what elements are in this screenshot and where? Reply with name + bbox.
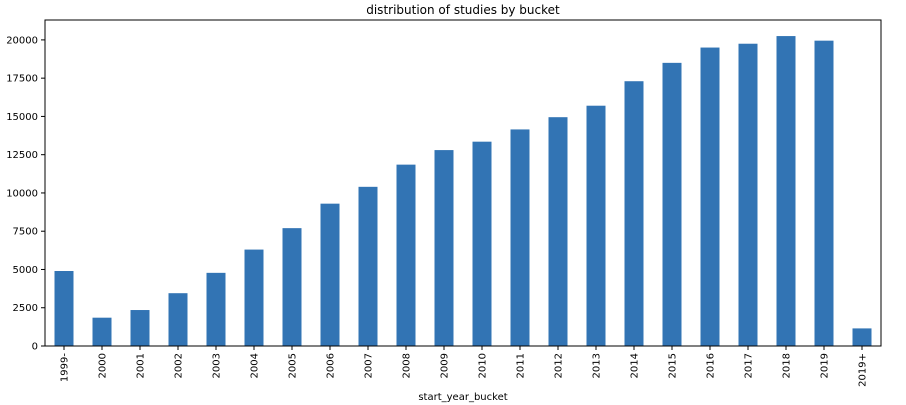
y-tick-label: 12500 — [6, 150, 38, 161]
x-tick-label: 2013 — [592, 353, 603, 378]
bar-2013 — [586, 105, 606, 346]
x-tick-label: 2007 — [364, 353, 375, 378]
x-tick-label: 2010 — [478, 353, 489, 378]
bar-2007 — [358, 186, 378, 346]
x-tick-label: 2017 — [744, 353, 755, 378]
y-tick-label: 2500 — [13, 303, 38, 314]
y-tick-label: 17500 — [6, 74, 38, 85]
bar-2009 — [434, 150, 454, 346]
x-tick-label: 2019+ — [858, 353, 869, 387]
x-axis-label: start_year_bucket — [418, 392, 507, 403]
x-tick-label: 2005 — [288, 353, 299, 378]
y-tick-label: 7500 — [13, 227, 38, 238]
y-tick-label: 20000 — [6, 35, 38, 46]
bar-2014 — [624, 81, 644, 347]
x-tick-label: 2012 — [554, 353, 565, 378]
bar-2010 — [472, 141, 492, 346]
bar-2000 — [92, 317, 112, 346]
y-tick-label: 15000 — [6, 112, 38, 123]
x-tick-label: 2015 — [668, 353, 679, 378]
x-tick-label: 2004 — [250, 353, 261, 378]
x-tick-label: 2019 — [820, 353, 831, 378]
bar-2017 — [738, 43, 758, 347]
bar-2018 — [776, 36, 796, 346]
bar-2015 — [662, 62, 682, 346]
bar-1999- — [54, 271, 74, 346]
x-tick-label: 2002 — [174, 353, 185, 378]
x-tick-label: 2003 — [212, 353, 223, 378]
x-tick-label: 1999- — [60, 353, 71, 382]
x-tick-label: 2006 — [326, 353, 337, 378]
bar-2019 — [814, 40, 834, 346]
bar-2008 — [396, 164, 416, 346]
y-axis: 0 2500 5000 7500 10000 12500 15000 17500 20000 — [6, 35, 45, 353]
x-tick-label: 2000 — [98, 353, 109, 378]
bar-2011 — [510, 129, 530, 346]
bar-2012 — [548, 117, 568, 346]
bar-2016 — [700, 47, 720, 347]
x-tick-label: 2001 — [136, 353, 147, 378]
x-tick-label: 2016 — [706, 353, 717, 378]
bar-2002 — [168, 293, 188, 346]
x-tick-label: 2011 — [516, 353, 527, 378]
x-tick-label: 2009 — [440, 353, 451, 378]
x-tick-label: 2008 — [402, 353, 413, 378]
x-tick-label: 2018 — [782, 353, 793, 378]
chart-title: distribution of studies by bucket — [366, 3, 560, 17]
x-tick-label: 2014 — [630, 353, 641, 378]
bar-2005 — [282, 228, 302, 346]
y-tick-label: 5000 — [13, 265, 38, 276]
bar-2006 — [320, 203, 340, 346]
plot-frame — [44, 19, 882, 347]
y-tick-label: 0 — [32, 342, 38, 353]
x-axis: 1999- 2000 2001 2002 2003 2004 2005 2006 2007 200… — [60, 346, 869, 387]
bars-group — [54, 36, 872, 347]
bar-2001 — [130, 310, 150, 346]
y-tick-label: 10000 — [6, 188, 38, 199]
bar-2003 — [206, 272, 226, 346]
bar-2019+ — [852, 328, 872, 346]
bar-2004 — [244, 249, 264, 346]
